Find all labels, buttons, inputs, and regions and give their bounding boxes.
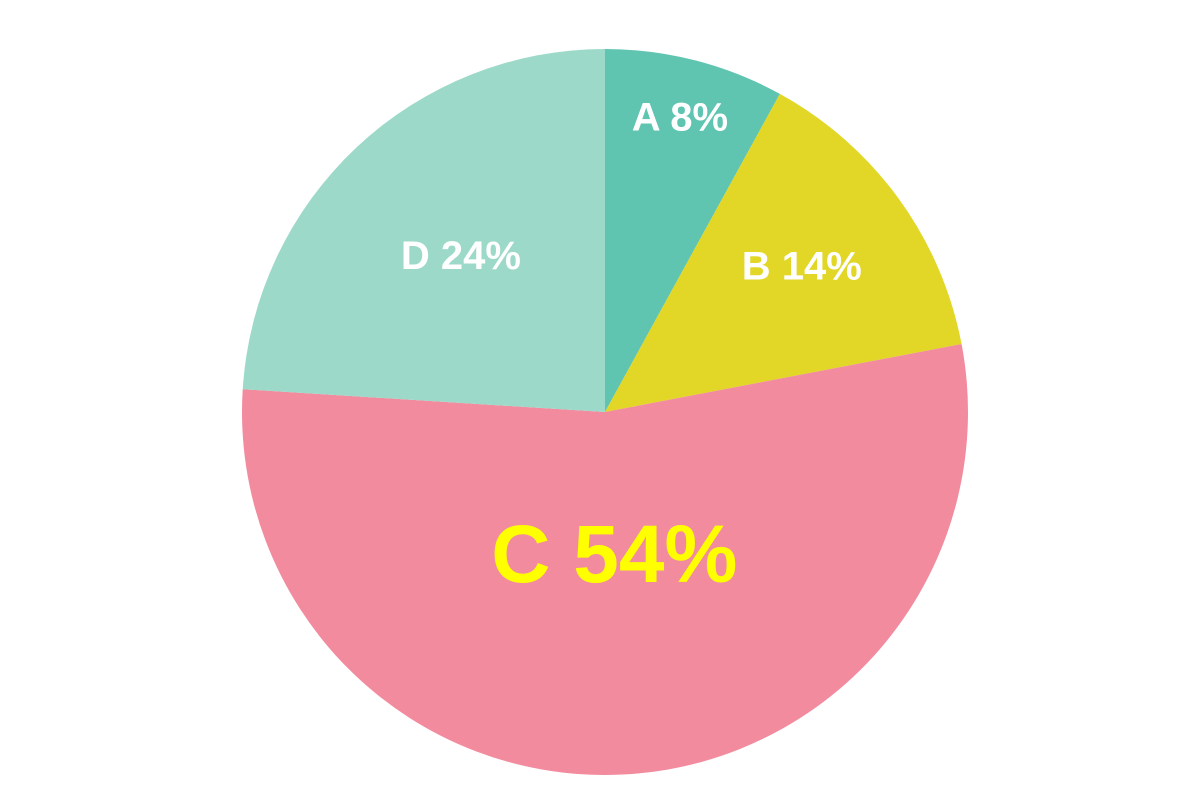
pie-slice: [242, 49, 605, 412]
slice-label: A 8%: [632, 96, 728, 140]
pie-slice: [605, 93, 962, 413]
pie-slice: [605, 49, 780, 412]
slice-label: B 14%: [742, 245, 862, 289]
slice-label: C 54%: [491, 509, 737, 600]
slice-label: D 24%: [401, 234, 521, 278]
pie-slice: [242, 343, 968, 775]
